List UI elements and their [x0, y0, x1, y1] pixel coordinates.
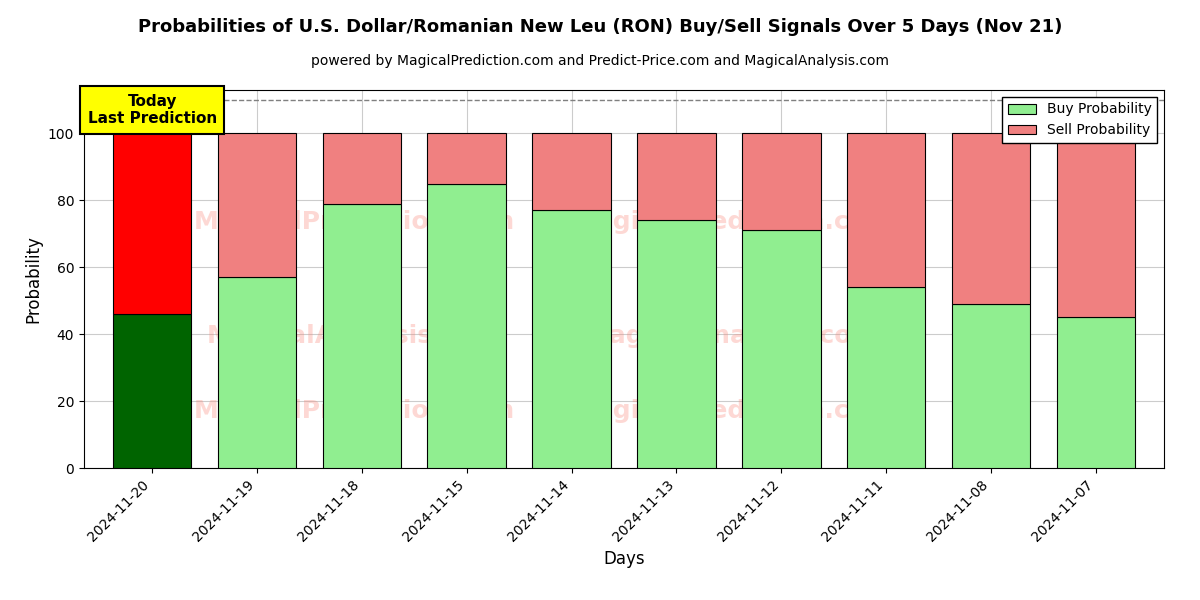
Text: powered by MagicalPrediction.com and Predict-Price.com and MagicalAnalysis.com: powered by MagicalPrediction.com and Pre…: [311, 54, 889, 68]
Bar: [533, 133, 611, 211]
Bar: [847, 133, 925, 287]
Bar: [217, 133, 296, 277]
Bar: [952, 304, 1031, 468]
Y-axis label: Probability: Probability: [24, 235, 42, 323]
Legend: Buy Probability, Sell Probability: Buy Probability, Sell Probability: [1002, 97, 1157, 143]
Bar: [1056, 317, 1135, 468]
Bar: [742, 133, 821, 230]
Text: MagicalAnalysis.com: MagicalAnalysis.com: [586, 324, 878, 348]
Bar: [427, 133, 506, 184]
Bar: [952, 133, 1031, 304]
Bar: [637, 133, 715, 220]
Bar: [427, 184, 506, 468]
Bar: [847, 287, 925, 468]
Bar: [217, 277, 296, 468]
Bar: [1056, 133, 1135, 317]
Bar: [113, 314, 192, 468]
Bar: [742, 230, 821, 468]
Text: MagicalPrediction.com: MagicalPrediction.com: [571, 400, 893, 424]
Text: Probabilities of U.S. Dollar/Romanian New Leu (RON) Buy/Sell Signals Over 5 Days: Probabilities of U.S. Dollar/Romanian Ne…: [138, 18, 1062, 36]
X-axis label: Days: Days: [604, 550, 644, 568]
Text: MagicalPrediction.com: MagicalPrediction.com: [193, 210, 515, 234]
Bar: [323, 133, 401, 204]
Bar: [533, 211, 611, 468]
Text: Today
Last Prediction: Today Last Prediction: [88, 94, 217, 126]
Text: MagicalAnalysis.com: MagicalAnalysis.com: [208, 324, 500, 348]
Bar: [323, 204, 401, 468]
Text: MagicalPrediction.com: MagicalPrediction.com: [571, 210, 893, 234]
Bar: [113, 133, 192, 314]
Bar: [637, 220, 715, 468]
Text: MagicalPrediction.com: MagicalPrediction.com: [193, 400, 515, 424]
